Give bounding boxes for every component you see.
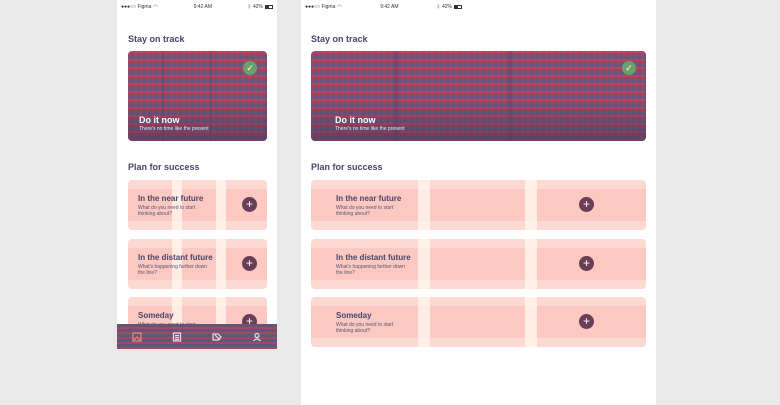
tab-home[interactable] bbox=[130, 330, 144, 344]
tab-list[interactable] bbox=[170, 330, 184, 344]
card-subtitle: What do you need to start thinking about… bbox=[336, 205, 394, 217]
status-time: 9:42 AM bbox=[380, 4, 399, 10]
tab-profile[interactable] bbox=[250, 330, 264, 344]
hero-title: Do it now bbox=[335, 115, 376, 125]
section-title-plan-for-success: Plan for success bbox=[128, 162, 200, 172]
near-future-card[interactable]: In the near future What do you need to s… bbox=[128, 180, 267, 230]
section-title-plan-for-success: Plan for success bbox=[311, 162, 383, 172]
card-subtitle: What's happening further down the line? bbox=[336, 264, 406, 276]
hero-subtitle: There's no time like the present bbox=[335, 126, 405, 132]
battery-percent: 42% bbox=[252, 4, 263, 10]
card-title: Someday bbox=[138, 311, 174, 320]
do-it-now-card[interactable]: ✓ Do it now There's no time like the pre… bbox=[311, 51, 646, 141]
bluetooth-icon: ᛒ bbox=[436, 4, 440, 10]
tag-icon bbox=[212, 332, 222, 341]
distant-future-card[interactable]: In the distant future What's happening f… bbox=[128, 239, 267, 289]
someday-card[interactable]: Someday What do you need to start thinki… bbox=[311, 297, 646, 347]
card-subtitle: What do you need to start thinking about… bbox=[138, 205, 196, 217]
card-title: Someday bbox=[336, 311, 372, 320]
add-icon[interactable]: + bbox=[242, 197, 257, 212]
bluetooth-icon: ᛒ bbox=[247, 4, 251, 10]
home-icon bbox=[132, 331, 142, 342]
battery-percent: 42% bbox=[441, 4, 452, 10]
battery-icon bbox=[265, 5, 273, 9]
distant-future-card[interactable]: In the distant future What's happening f… bbox=[311, 239, 646, 289]
card-subtitle: What do you need to start thinking about… bbox=[336, 322, 394, 334]
list-icon bbox=[172, 331, 182, 342]
phone-frame-small: ●●●○○ Figma ◠ 9:42 AM ᛒ 42% Stay on trac… bbox=[117, 0, 277, 349]
carrier-label: ●●●○○ Figma bbox=[121, 4, 152, 10]
check-icon[interactable]: ✓ bbox=[243, 61, 257, 75]
user-icon bbox=[253, 332, 261, 341]
near-future-card[interactable]: In the near future What do you need to s… bbox=[311, 180, 646, 230]
wifi-icon: ◠ bbox=[153, 4, 158, 10]
check-icon[interactable]: ✓ bbox=[622, 61, 636, 75]
section-title-stay-on-track: Stay on track bbox=[128, 34, 185, 44]
section-title-stay-on-track: Stay on track bbox=[311, 34, 368, 44]
card-subtitle: What's happening further down the line? bbox=[138, 264, 208, 276]
carrier-label: ●●●○○ Figma bbox=[305, 4, 336, 10]
card-title: In the distant future bbox=[138, 253, 213, 262]
card-title: In the near future bbox=[138, 194, 204, 203]
add-icon[interactable]: + bbox=[579, 314, 594, 329]
status-bar: ●●●○○ Figma ◠ 9:42 AM ᛒ 42% bbox=[117, 0, 277, 14]
card-title: In the distant future bbox=[336, 253, 411, 262]
hero-title: Do it now bbox=[139, 115, 180, 125]
wifi-icon: ◠ bbox=[337, 4, 342, 10]
tab-bar bbox=[117, 324, 277, 349]
card-title: In the near future bbox=[336, 194, 402, 203]
status-time: 9:42 AM bbox=[193, 4, 213, 10]
tab-tags[interactable] bbox=[210, 330, 224, 344]
status-bar: ●●●○○ Figma ◠ 9:42 AM ᛒ 42% bbox=[301, 0, 656, 14]
add-icon[interactable]: + bbox=[579, 197, 594, 212]
do-it-now-card[interactable]: ✓ Do it now There's no time like the pre… bbox=[128, 51, 267, 141]
add-icon[interactable]: + bbox=[579, 256, 594, 271]
phone-frame-large: ●●●○○ Figma ◠ 9:42 AM ᛒ 42% Stay on trac… bbox=[301, 0, 656, 405]
add-icon[interactable]: + bbox=[242, 256, 257, 271]
battery-icon bbox=[454, 5, 462, 9]
hero-subtitle: There's no time like the present bbox=[139, 126, 209, 132]
